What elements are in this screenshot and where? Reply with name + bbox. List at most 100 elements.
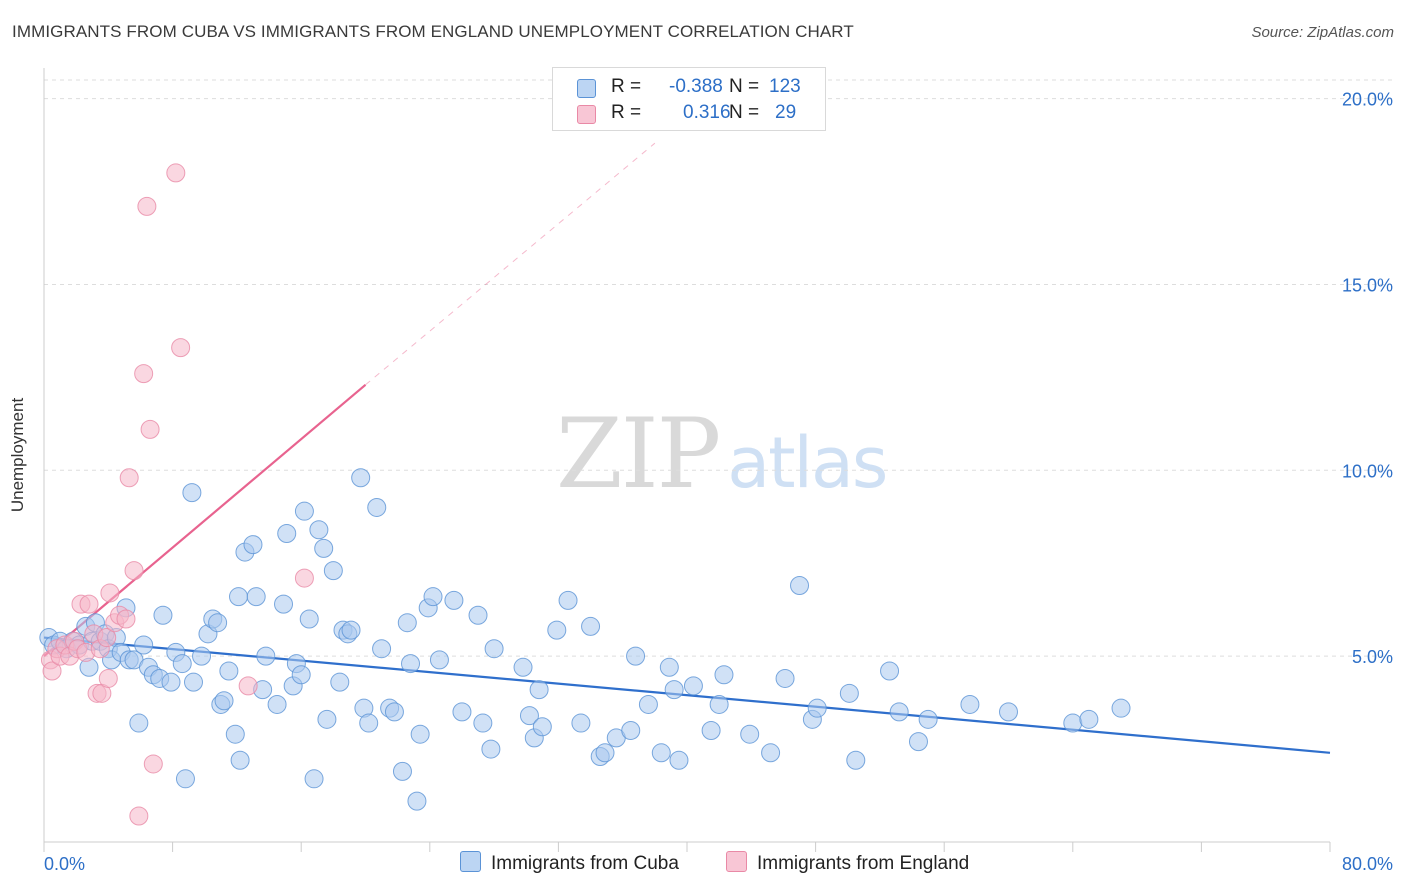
point-cuba — [229, 587, 249, 607]
point-cuba — [740, 724, 760, 744]
point-cuba — [246, 587, 266, 607]
point-cuba — [407, 791, 427, 811]
point-cuba — [999, 702, 1018, 722]
point-cuba — [183, 672, 203, 692]
point-cuba — [839, 683, 859, 703]
point-cuba — [299, 609, 319, 629]
point-cuba — [529, 680, 549, 700]
legend-swatch-cuba — [577, 79, 596, 98]
point-cuba — [547, 620, 567, 640]
trend-line-england — [43, 383, 367, 657]
point-cuba — [309, 520, 329, 540]
point-england — [294, 568, 314, 588]
point-cuba — [372, 639, 392, 659]
point-england — [134, 364, 154, 384]
watermark-atlas: atlas — [727, 422, 888, 504]
point-cuba — [225, 724, 245, 744]
legend-n-value-cuba: 123 — [769, 76, 801, 97]
legend-r-value-england: 0.316 — [683, 102, 731, 123]
point-cuba — [341, 620, 361, 640]
point-cuba — [621, 720, 641, 740]
point-cuba — [880, 661, 900, 681]
point-cuba — [410, 724, 430, 744]
point-cuba — [291, 665, 311, 685]
point-england — [124, 561, 144, 581]
point-cuba — [1111, 698, 1131, 718]
point-cuba — [1079, 709, 1099, 729]
source-credit: Source: ZipAtlas.com — [1251, 24, 1394, 41]
point-cuba — [659, 657, 679, 677]
point-cuba — [153, 605, 173, 625]
grid-layer — [44, 79, 1394, 657]
bottom-legend-england[interactable]: Immigrants from England — [726, 851, 969, 875]
y-tick-label: 20.0% — [1342, 90, 1393, 110]
bottom-legend-swatch-cuba — [460, 851, 481, 872]
trend-layer — [43, 142, 1331, 754]
point-cuba — [481, 739, 501, 759]
point-cuba — [277, 523, 297, 543]
bottom-legend-swatch-england — [726, 851, 747, 872]
point-cuba — [626, 646, 646, 666]
point-cuba — [701, 720, 721, 740]
point-cuba — [790, 576, 810, 596]
point-cuba — [192, 646, 212, 666]
legend-r-label: R = — [611, 76, 642, 97]
point-cuba — [651, 743, 671, 763]
point-cuba — [761, 743, 781, 763]
point-cuba — [452, 702, 472, 722]
point-cuba — [294, 501, 314, 521]
point-cuba — [595, 743, 615, 763]
point-cuba — [267, 694, 287, 714]
point-england — [137, 196, 157, 216]
point-cuba — [669, 750, 689, 770]
point-cuba — [889, 702, 909, 722]
point-england — [166, 163, 186, 183]
point-cuba — [807, 698, 827, 718]
point-cuba — [709, 694, 729, 714]
point-cuba — [423, 587, 443, 607]
point-cuba — [182, 483, 202, 503]
y-tick-label: 10.0% — [1342, 461, 1393, 481]
point-cuba — [317, 709, 337, 729]
point-cuba — [397, 613, 417, 633]
correlation-legend: R = -0.388 N = 123 R = 0.316 N = 29 — [552, 67, 826, 131]
point-england — [79, 594, 99, 614]
points-layer — [39, 163, 1131, 826]
point-cuba — [359, 713, 379, 733]
point-england — [143, 754, 163, 774]
watermark-zip: ZIP — [556, 398, 721, 510]
point-cuba — [519, 706, 539, 726]
point-cuba — [846, 750, 866, 770]
point-cuba — [908, 732, 928, 752]
point-cuba — [444, 590, 464, 610]
legend-n-value-england: 29 — [775, 102, 797, 123]
point-cuba — [918, 709, 938, 729]
point-england — [171, 338, 191, 358]
legend-r-label: R = — [611, 102, 642, 123]
point-cuba — [243, 535, 263, 555]
trend-extension-england — [365, 142, 656, 386]
point-cuba — [323, 561, 343, 581]
point-cuba — [664, 680, 684, 700]
point-cuba — [304, 769, 324, 789]
bottom-legend-label-england: Immigrants from England — [757, 853, 970, 874]
x-tick-label-max: 80.0% — [1342, 854, 1393, 874]
point-england — [98, 668, 118, 688]
legend-n-label: N = — [729, 102, 760, 123]
bottom-legend-cuba[interactable]: Immigrants from Cuba — [460, 851, 679, 875]
point-cuba — [513, 657, 533, 677]
point-cuba — [172, 654, 192, 674]
point-england — [42, 661, 62, 681]
point-cuba — [638, 694, 658, 714]
point-cuba — [429, 650, 449, 670]
point-cuba — [484, 639, 504, 659]
point-cuba — [468, 605, 488, 625]
point-england — [119, 468, 139, 488]
point-cuba — [683, 676, 703, 696]
point-cuba — [392, 761, 412, 781]
point-cuba — [274, 594, 294, 614]
point-cuba — [208, 613, 228, 633]
watermark: ZIP atlas — [556, 398, 888, 510]
point-cuba — [775, 668, 795, 688]
axis-layer — [43, 68, 1331, 852]
